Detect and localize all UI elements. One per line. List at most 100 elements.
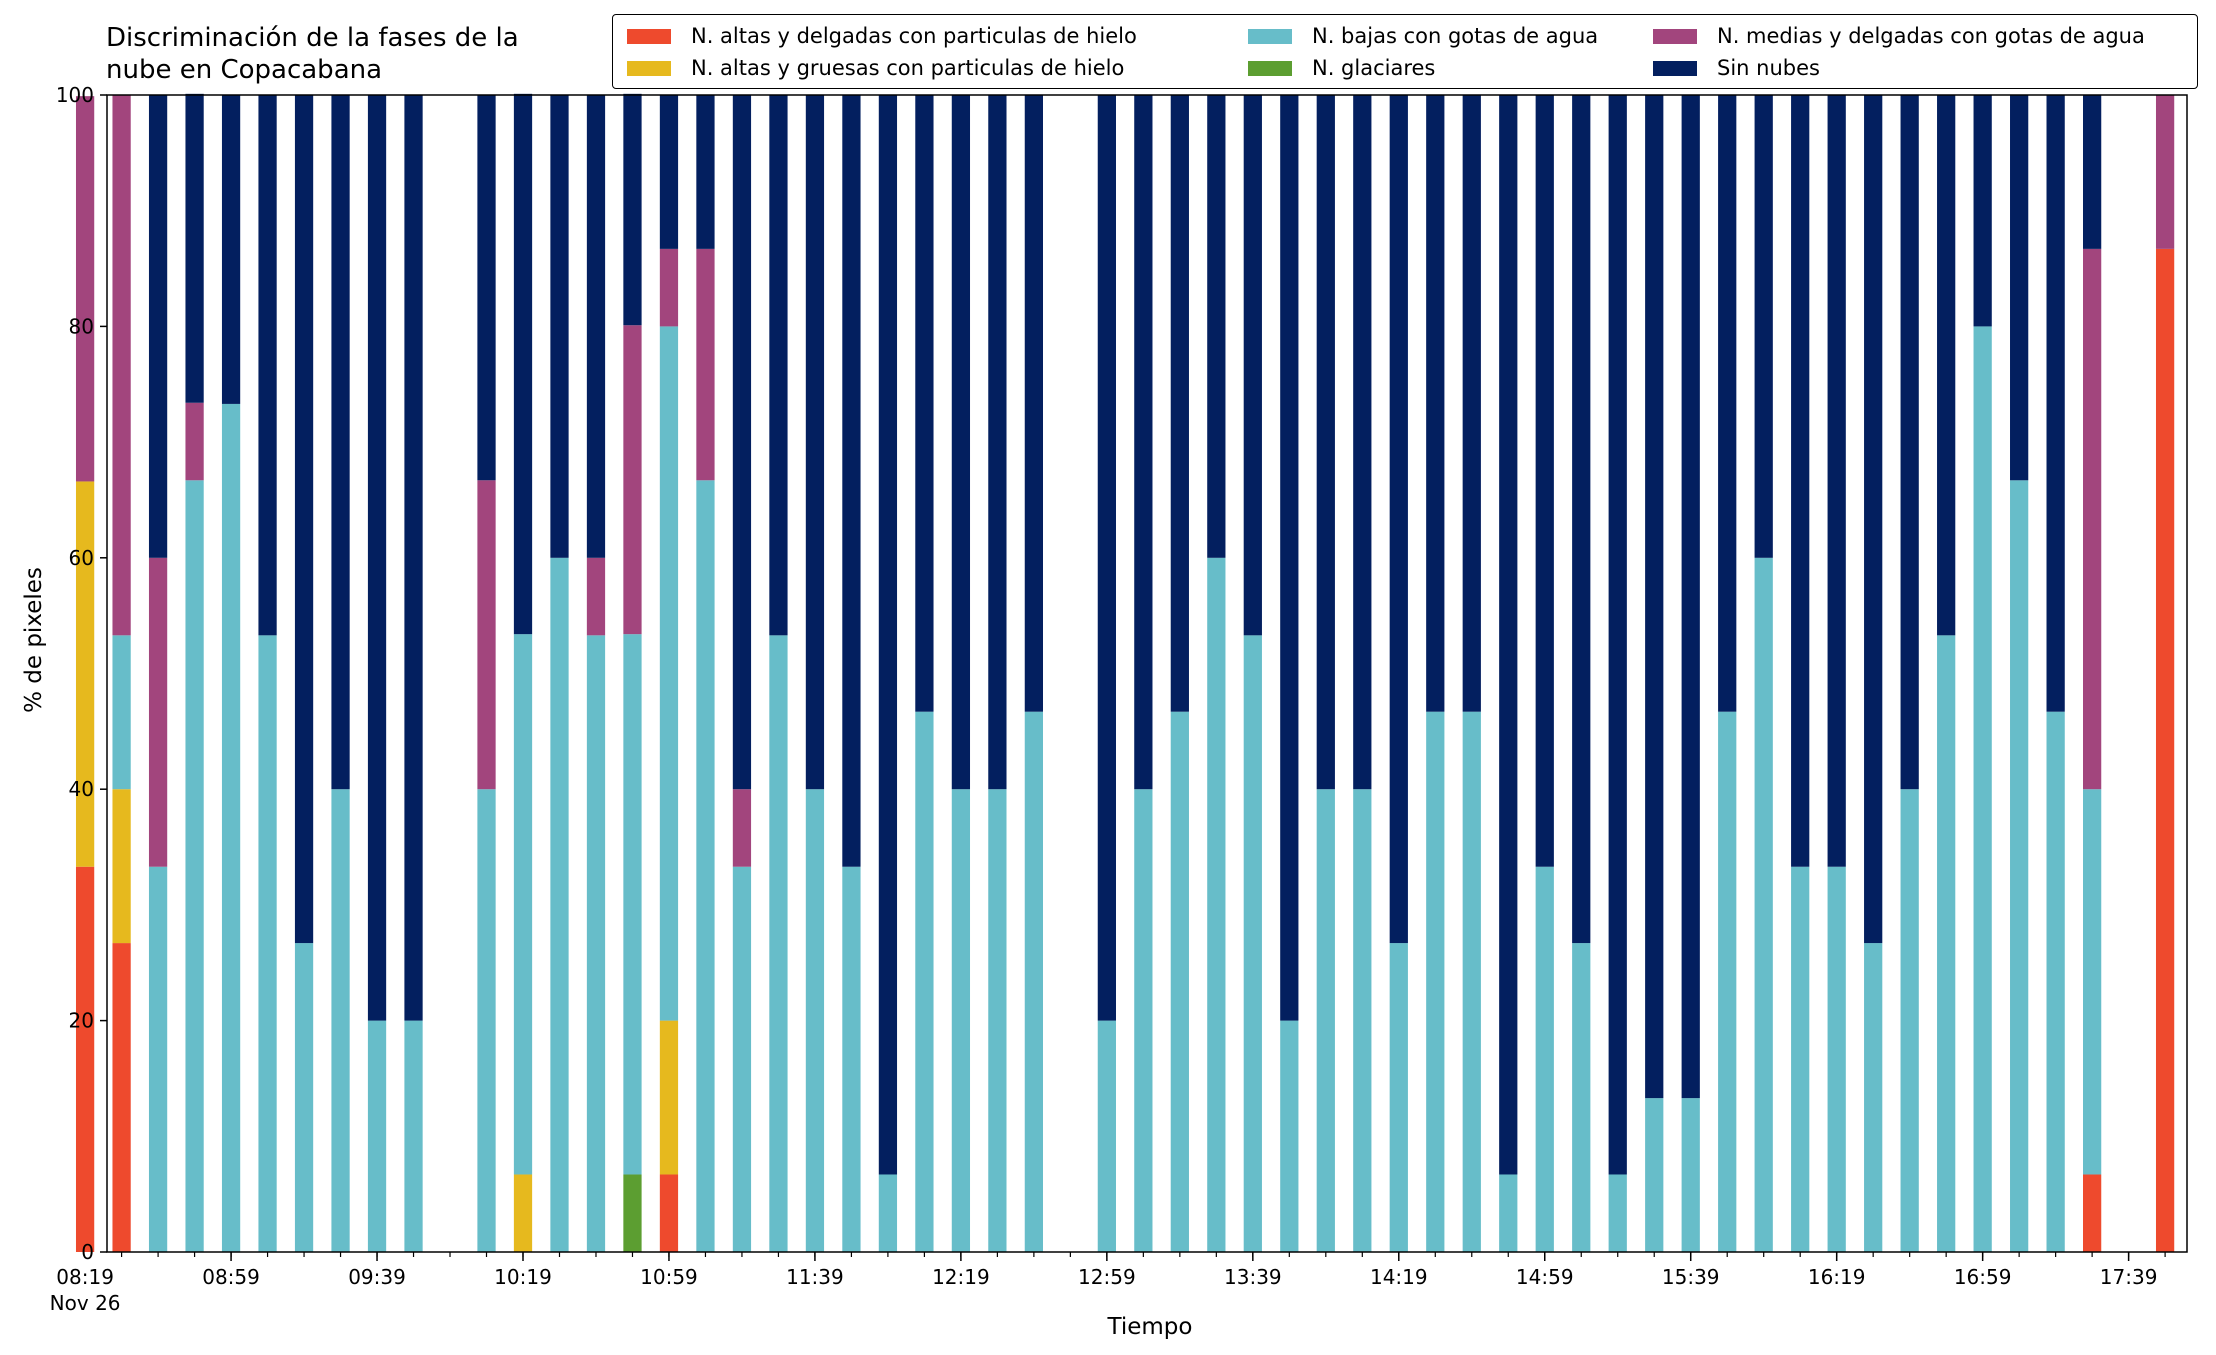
x-tick-label-8: 13:39 bbox=[1224, 1265, 1282, 1289]
bar-segment-bajas-13 bbox=[586, 635, 606, 1252]
x-date-label: Nov 26 bbox=[50, 1291, 121, 1315]
bar-segment-bajas-29 bbox=[1207, 557, 1226, 1252]
bar-segment-bajas-20 bbox=[842, 866, 861, 1252]
legend-item-medias: N. medias y delgadas con gotas de agua bbox=[1653, 21, 2145, 51]
bar-segment-sin_nubes-16 bbox=[696, 95, 715, 249]
bar-segment-sin_nubes-50 bbox=[1973, 95, 1992, 327]
bar-segment-sin_nubes-35 bbox=[1426, 95, 1445, 712]
bar-segment-sin_nubes-31 bbox=[1280, 95, 1299, 1021]
bar-segment-sin_nubes-44 bbox=[1754, 95, 1773, 558]
y-tick-label-4: 80 bbox=[69, 314, 94, 338]
bar-segment-bajas-7 bbox=[331, 789, 350, 1252]
bar-segment-bajas-15 bbox=[659, 326, 679, 1021]
x-tick-label-1: 08:59 bbox=[202, 1265, 260, 1289]
bar-segment-bajas-11 bbox=[513, 634, 533, 1175]
bar-segment-altas_gruesas-1 bbox=[112, 789, 131, 944]
bar-segment-medias-14 bbox=[623, 325, 642, 635]
bar-segment-sin_nubes-32 bbox=[1316, 95, 1335, 790]
legend-swatch-glaciares bbox=[1248, 60, 1292, 76]
bar-segment-sin_nubes-51 bbox=[2010, 95, 2029, 481]
x-tick-label-7: 12:59 bbox=[1078, 1265, 1136, 1289]
bar-segment-sin_nubes-4 bbox=[221, 95, 241, 404]
bar-segment-sin_nubes-49 bbox=[1937, 95, 1956, 636]
x-tick-label-6: 12:19 bbox=[932, 1265, 990, 1289]
bar-segment-sin_nubes-12 bbox=[550, 95, 569, 558]
bar-segment-bajas-26 bbox=[1097, 1020, 1116, 1252]
bar-segment-medias-13 bbox=[586, 557, 606, 636]
bar-segment-bajas-30 bbox=[1243, 635, 1262, 1252]
bar-segment-sin_nubes-40 bbox=[1608, 95, 1627, 1175]
bar-segment-bajas-24 bbox=[988, 789, 1007, 1252]
bar-segment-sin_nubes-18 bbox=[769, 95, 788, 636]
bar-segment-sin_nubes-34 bbox=[1389, 95, 1408, 944]
bar-segment-bajas-38 bbox=[1535, 866, 1554, 1252]
axes-layer: 0 20 40 60 80 100 08:19 08:59 09:39 10:19 10:59 11:… bbox=[50, 83, 2188, 1315]
bar-segment-sin_nubes-2 bbox=[148, 95, 168, 558]
bar-segment-medias-10 bbox=[477, 480, 496, 790]
bar-segment-bajas-2 bbox=[148, 866, 168, 1252]
bar-segment-bajas-23 bbox=[951, 789, 971, 1252]
y-axis-label-wrap: % de pixeles bbox=[14, 567, 54, 713]
bar-segment-sin_nubes-45 bbox=[1791, 95, 1810, 867]
legend-swatch-altas-gruesas bbox=[627, 60, 671, 76]
legend-label-bajas: N. bajas con gotas de agua bbox=[1312, 24, 1599, 48]
y-tick-label-1: 20 bbox=[69, 1009, 94, 1033]
bar-segment-bajas-22 bbox=[915, 711, 934, 1252]
bar-segment-bajas-48 bbox=[1900, 789, 1919, 1252]
bar-segment-sin_nubes-14 bbox=[623, 93, 642, 326]
bar-segment-medias-15 bbox=[659, 248, 679, 327]
bar-segment-sin_nubes-42 bbox=[1681, 95, 1700, 1099]
bar-segment-altas_delgadas-1 bbox=[112, 943, 131, 1252]
bar-segment-sin_nubes-47 bbox=[1864, 95, 1883, 944]
bar-segment-bajas-8 bbox=[367, 1020, 387, 1252]
bar-segment-bajas-39 bbox=[1572, 943, 1591, 1252]
x-tick-label-4: 10:59 bbox=[640, 1265, 698, 1289]
bar-segment-glaciares-14 bbox=[623, 1174, 642, 1252]
bar-segment-medias-54 bbox=[2155, 95, 2175, 249]
bar-segment-bajas-17 bbox=[732, 866, 752, 1252]
x-tick-label-3: 10:19 bbox=[494, 1265, 552, 1289]
y-tick-label-0: 0 bbox=[81, 1240, 94, 1264]
bar-segment-sin_nubes-13 bbox=[586, 95, 606, 558]
bar-segment-sin_nubes-19 bbox=[805, 95, 825, 790]
bar-segment-bajas-43 bbox=[1718, 711, 1737, 1252]
bar-segment-altas_gruesas-11 bbox=[513, 1174, 533, 1252]
legend-label-glaciares: N. glaciares bbox=[1312, 56, 1436, 80]
bar-segment-altas_gruesas-0 bbox=[75, 481, 95, 867]
x-tick-label-12: 16:19 bbox=[1808, 1265, 1866, 1289]
bar-segment-bajas-44 bbox=[1754, 557, 1773, 1252]
bar-segment-sin_nubes-48 bbox=[1900, 95, 1919, 790]
bar-segment-bajas-34 bbox=[1389, 943, 1408, 1252]
bar-segment-sin_nubes-53 bbox=[2083, 95, 2102, 249]
bar-segment-sin_nubes-29 bbox=[1207, 95, 1226, 558]
bar-segment-medias-53 bbox=[2083, 248, 2102, 790]
bar-segment-bajas-28 bbox=[1170, 711, 1189, 1252]
y-tick-label-2: 40 bbox=[69, 777, 94, 801]
legend-item-glaciares: N. glaciares bbox=[1248, 53, 1435, 83]
bar-segment-bajas-10 bbox=[477, 789, 496, 1252]
bar-segment-sin_nubes-30 bbox=[1243, 95, 1262, 636]
bar-segment-bajas-18 bbox=[769, 635, 788, 1252]
bar-segment-bajas-1 bbox=[112, 635, 131, 790]
bar-segment-sin_nubes-17 bbox=[732, 95, 752, 790]
x-tick-label-11: 15:39 bbox=[1662, 1265, 1720, 1289]
y-axis-label: % de pixeles bbox=[21, 567, 47, 713]
bar-segment-sin_nubes-25 bbox=[1024, 95, 1043, 712]
y-tick-label-5: 100 bbox=[56, 83, 94, 107]
bar-segment-bajas-27 bbox=[1134, 789, 1153, 1252]
x-tick-label-14: 17:39 bbox=[2100, 1265, 2158, 1289]
bar-segment-bajas-51 bbox=[2010, 480, 2029, 1252]
bar-segment-medias-3 bbox=[185, 402, 204, 481]
bar-segment-sin_nubes-38 bbox=[1535, 95, 1554, 867]
bar-segment-sin_nubes-20 bbox=[842, 95, 861, 867]
bar-segment-bajas-41 bbox=[1645, 1098, 1664, 1252]
legend-label-sin-nubes: Sin nubes bbox=[1717, 56, 1820, 80]
x-tick-label-13: 16:59 bbox=[1954, 1265, 2012, 1289]
x-axis-label: Tiempo bbox=[1107, 1314, 1193, 1340]
legend-item-sin-nubes: Sin nubes bbox=[1653, 53, 1820, 83]
bar-segment-medias-17 bbox=[732, 789, 752, 867]
bar-segment-bajas-31 bbox=[1280, 1020, 1299, 1252]
bar-segment-bajas-4 bbox=[221, 403, 241, 1252]
legend: N. altas y delgadas con particulas de hi… bbox=[612, 14, 2198, 89]
